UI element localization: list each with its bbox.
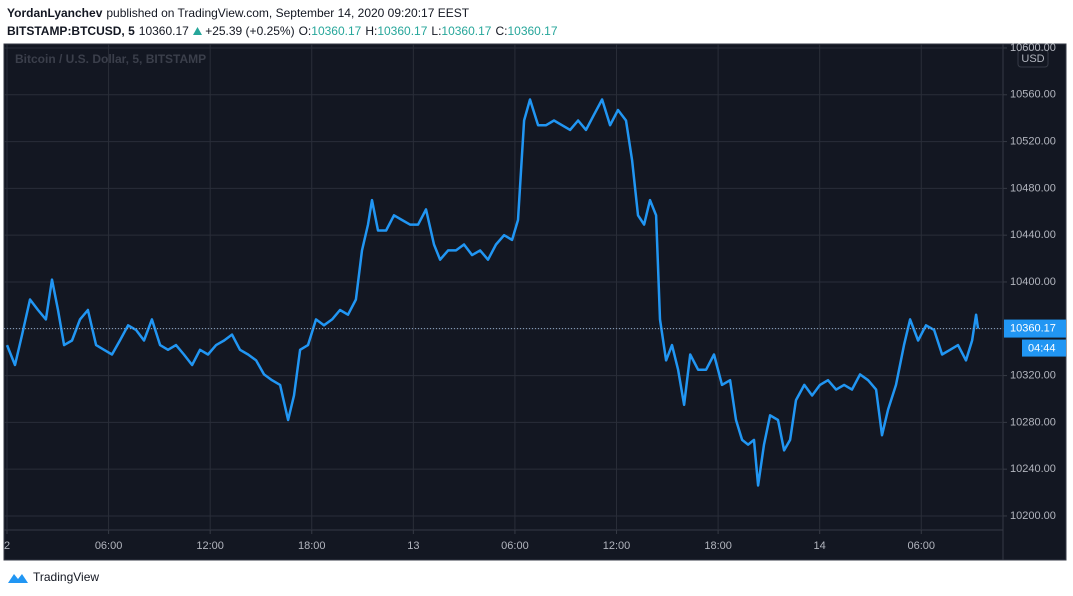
watermark: Bitcoin / U.S. Dollar, 5, BITSTAMP bbox=[15, 52, 206, 66]
y-tick-label: 10400.00 bbox=[1010, 276, 1056, 288]
y-tick-label: 10320.00 bbox=[1010, 369, 1056, 381]
x-tick-label: 18:00 bbox=[704, 540, 732, 552]
footer-logo bbox=[8, 574, 28, 583]
y-tick-label: 10480.00 bbox=[1010, 182, 1056, 194]
ohlc-label: O: bbox=[299, 24, 312, 38]
chart-background bbox=[4, 44, 1066, 560]
x-tick-label: 06:00 bbox=[501, 540, 529, 552]
header: YordanLyanchev published on TradingView.c… bbox=[7, 4, 566, 40]
y-tick-label: 10280.00 bbox=[1010, 416, 1056, 428]
x-tick-label: 06:00 bbox=[908, 540, 936, 552]
author: YordanLyanchev bbox=[7, 6, 102, 20]
up-arrow bbox=[193, 27, 202, 35]
y-tick-label: 10520.00 bbox=[1010, 135, 1056, 147]
ohlc-label: C: bbox=[495, 24, 507, 38]
last-price-label: 10360.17 bbox=[1010, 322, 1056, 334]
change: +25.39 (+0.25%) bbox=[205, 24, 294, 38]
symbol: BITSTAMP:BTCUSD, 5 bbox=[7, 24, 135, 38]
x-tick-label: 2 bbox=[4, 540, 10, 552]
ohlc-value: 10360.17 bbox=[377, 24, 427, 38]
countdown-label: 04:44 bbox=[1028, 342, 1056, 354]
publisher-row: YordanLyanchev published on TradingView.c… bbox=[7, 4, 566, 22]
price: 10360.17 bbox=[139, 24, 189, 38]
x-tick-label: 18:00 bbox=[298, 540, 326, 552]
currency: USD bbox=[1021, 53, 1044, 65]
ohlc-value: 10360.17 bbox=[311, 24, 361, 38]
ohlc-value: 10360.17 bbox=[507, 24, 557, 38]
y-tick-label: 10200.00 bbox=[1010, 510, 1056, 522]
footer-brand: TradingView bbox=[33, 570, 99, 584]
ohlc-label: L: bbox=[431, 24, 441, 38]
ohlc: O:10360.17H:10360.17L:10360.17C:10360.17 bbox=[299, 24, 562, 38]
x-tick-label: 12:00 bbox=[196, 540, 224, 552]
ohlc-value: 10360.17 bbox=[441, 24, 491, 38]
x-tick-label: 13 bbox=[407, 540, 419, 552]
x-tick-label: 12:00 bbox=[603, 540, 631, 552]
x-tick-label: 06:00 bbox=[95, 540, 123, 552]
y-tick-label: 10600.00 bbox=[1010, 42, 1056, 54]
y-tick-label: 10440.00 bbox=[1010, 229, 1056, 241]
ohlc-label: H: bbox=[365, 24, 377, 38]
y-tick-label: 10240.00 bbox=[1010, 463, 1056, 475]
published: published on TradingView.com, September … bbox=[106, 6, 469, 20]
x-tick-label: 14 bbox=[814, 540, 826, 552]
symbol-row: BITSTAMP:BTCUSD, 5 10360.17 +25.39 (+0.25… bbox=[7, 22, 566, 40]
y-tick-label: 10560.00 bbox=[1010, 89, 1056, 101]
